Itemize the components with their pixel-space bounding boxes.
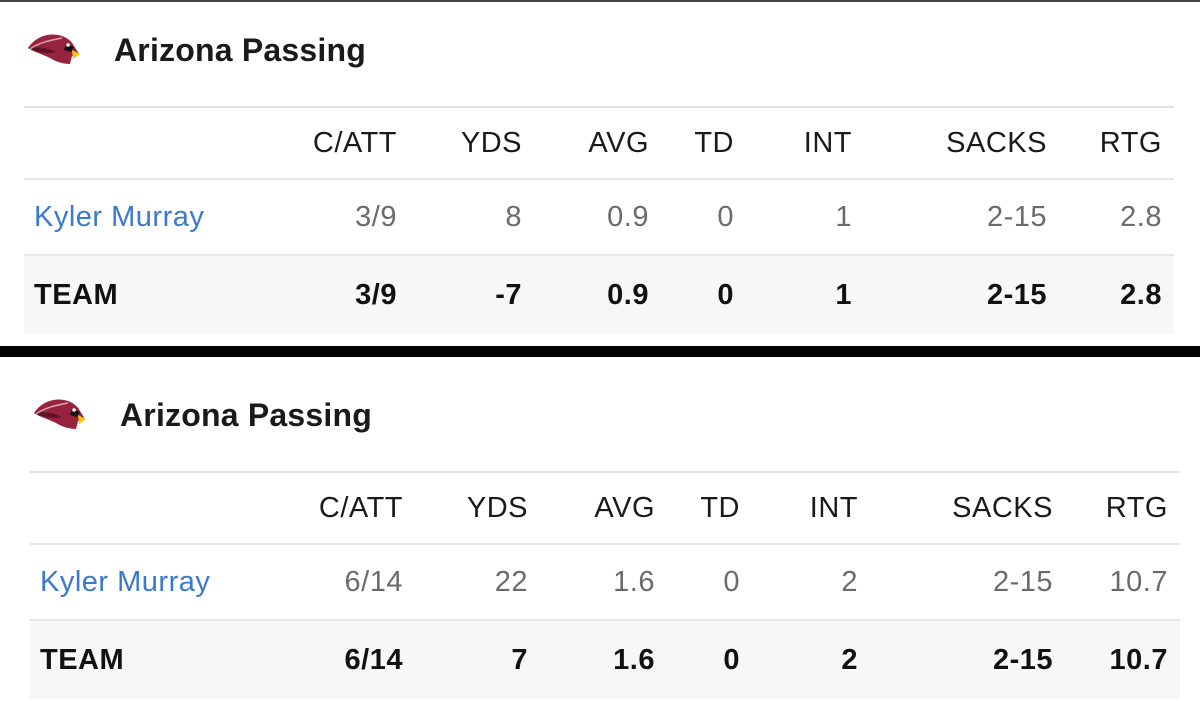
header-yds[interactable]: YDS — [415, 473, 540, 545]
passing-panel-2: Arizona Passing C/ATT YDS AVG TD INT SAC… — [30, 365, 1180, 699]
team-avg: 0.9 — [534, 255, 661, 334]
team-label: TEAM — [30, 620, 280, 699]
player-avg: 0.9 — [534, 179, 661, 256]
header-name — [24, 108, 274, 180]
header-sacks[interactable]: SACKS — [870, 473, 1065, 545]
player-c-att: 3/9 — [274, 179, 409, 256]
player-name-cell: Kyler Murray — [30, 544, 280, 621]
header-td[interactable]: TD — [667, 473, 752, 545]
team-c-att: 6/14 — [280, 620, 415, 699]
team-total-row: TEAM 6/14 7 1.6 0 2 2-15 10.7 — [30, 620, 1180, 699]
panel-title: Arizona Passing — [120, 397, 372, 433]
header-avg[interactable]: AVG — [534, 108, 661, 180]
player-int: 2 — [752, 544, 870, 621]
header-name — [30, 473, 280, 545]
player-link[interactable]: Kyler Murray — [34, 200, 205, 233]
panel-header: Arizona Passing — [24, 0, 1174, 108]
team-avg: 1.6 — [540, 620, 667, 699]
player-rtg: 2.8 — [1059, 179, 1174, 256]
panel-title: Arizona Passing — [114, 32, 366, 68]
passing-stats-table: C/ATT YDS AVG TD INT SACKS RTG Kyler Mur… — [30, 473, 1180, 699]
player-td: 0 — [667, 544, 752, 621]
player-link[interactable]: Kyler Murray — [40, 565, 211, 598]
team-c-att: 3/9 — [274, 255, 409, 334]
team-yds: 7 — [415, 620, 540, 699]
table-row: Kyler Murray 6/14 22 1.6 0 2 2-15 10.7 — [30, 544, 1180, 621]
table-row: Kyler Murray 3/9 8 0.9 0 1 2-15 2.8 — [24, 179, 1174, 256]
player-int: 1 — [746, 179, 864, 256]
player-c-att: 6/14 — [280, 544, 415, 621]
header-yds[interactable]: YDS — [409, 108, 534, 180]
team-rtg: 10.7 — [1065, 620, 1180, 699]
header-td[interactable]: TD — [661, 108, 746, 180]
player-rtg: 10.7 — [1065, 544, 1180, 621]
passing-stats-table: C/ATT YDS AVG TD INT SACKS RTG Kyler Mur… — [24, 108, 1174, 334]
panel-header: Arizona Passing — [30, 365, 1180, 473]
table-header-row: C/ATT YDS AVG TD INT SACKS RTG — [30, 473, 1180, 545]
arizona-cardinals-logo-icon — [34, 399, 86, 429]
header-c-att[interactable]: C/ATT — [280, 473, 415, 545]
player-name-cell: Kyler Murray — [24, 179, 274, 256]
team-rtg: 2.8 — [1059, 255, 1174, 334]
player-sacks: 2-15 — [870, 544, 1065, 621]
arizona-cardinals-logo-icon — [28, 34, 80, 64]
player-avg: 1.6 — [540, 544, 667, 621]
screenshot-divider — [0, 346, 1200, 357]
player-yds: 22 — [415, 544, 540, 621]
team-label: TEAM — [24, 255, 274, 334]
team-int: 2 — [752, 620, 870, 699]
team-sacks: 2-15 — [864, 255, 1059, 334]
team-int: 1 — [746, 255, 864, 334]
player-td: 0 — [661, 179, 746, 256]
header-rtg[interactable]: RTG — [1059, 108, 1174, 180]
team-sacks: 2-15 — [870, 620, 1065, 699]
header-int[interactable]: INT — [746, 108, 864, 180]
header-c-att[interactable]: C/ATT — [274, 108, 409, 180]
table-header-row: C/ATT YDS AVG TD INT SACKS RTG — [24, 108, 1174, 180]
team-td: 0 — [667, 620, 752, 699]
header-avg[interactable]: AVG — [540, 473, 667, 545]
team-yds: -7 — [409, 255, 534, 334]
header-int[interactable]: INT — [752, 473, 870, 545]
top-border — [0, 0, 1200, 2]
team-td: 0 — [661, 255, 746, 334]
passing-panel-1: Arizona Passing C/ATT YDS AVG TD INT SAC… — [24, 0, 1174, 334]
player-yds: 8 — [409, 179, 534, 256]
team-total-row: TEAM 3/9 -7 0.9 0 1 2-15 2.8 — [24, 255, 1174, 334]
header-sacks[interactable]: SACKS — [864, 108, 1059, 180]
player-sacks: 2-15 — [864, 179, 1059, 256]
header-rtg[interactable]: RTG — [1065, 473, 1180, 545]
